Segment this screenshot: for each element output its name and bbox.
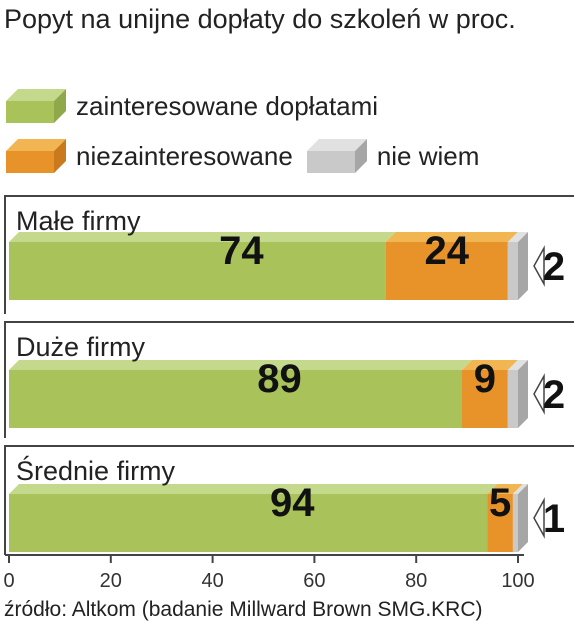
panel-frame [4, 445, 574, 555]
bar-side-nie-wiem [518, 360, 528, 428]
bar-top-zainteresowane-dopłatami [9, 232, 396, 242]
value-label-dont-know: 1 [543, 497, 565, 541]
legend-swatch-dont-know [306, 139, 367, 173]
panel-frame [4, 195, 574, 314]
legend-label-dont-know: nie wiem [376, 140, 480, 171]
legend-item-dont-know: nie wiem [306, 139, 480, 173]
bar-top-zainteresowane-dopłatami [9, 484, 498, 494]
bar-segment-zainteresowane-dopłatami [9, 242, 386, 300]
x-tick-label: 80 [405, 570, 427, 592]
pointer-dont-know [533, 497, 545, 539]
value-label-dont-know: 2 [543, 245, 565, 289]
legend-swatch-interested [6, 89, 66, 123]
bar-top-nie-wiem [507, 360, 528, 370]
legend-label-interested: zainteresowane dopłatami [76, 90, 379, 121]
value-label-not-interested: 24 [424, 229, 469, 273]
bar-top-niezainteresowane [487, 484, 523, 494]
category-label: Małe firmy [16, 206, 141, 236]
bar-top-nie-wiem [512, 484, 528, 494]
bar-segment-zainteresowane-dopłatami [9, 370, 463, 428]
legend-item-not-interested: niezainteresowane [6, 139, 293, 173]
pointer-dont-know [533, 373, 545, 415]
bar-top-niezainteresowane [462, 360, 518, 370]
bar-segment-nie-wiem [512, 494, 518, 552]
bar-side-nie-wiem [518, 484, 528, 552]
bar-side-nie-wiem [518, 232, 528, 300]
value-label-not-interested: 5 [489, 481, 511, 525]
bar-segment-nie-wiem [507, 242, 518, 300]
legend-row-2: niezainteresowane nie wiem [6, 136, 493, 176]
x-tick-label: 20 [100, 570, 122, 592]
bar-segment-niezainteresowane [487, 494, 513, 552]
x-tick-label: 100 [501, 570, 534, 592]
x-tick-label: 40 [201, 570, 223, 592]
chart-title: Popyt na unijne dopłaty do szkoleń w pro… [4, 4, 516, 34]
value-label-interested: 74 [219, 229, 264, 273]
x-tick-label: 0 [3, 570, 14, 592]
bar-top-zainteresowane-dopłatami [9, 360, 473, 370]
value-label-not-interested: 9 [474, 357, 496, 401]
legend-row-1: zainteresowane dopłatami [6, 86, 392, 126]
x-tick-label: 60 [303, 570, 325, 592]
value-label-dont-know: 2 [543, 373, 565, 417]
value-label-interested: 94 [270, 481, 315, 525]
value-label-interested: 89 [257, 357, 302, 401]
bar-top-niezainteresowane [385, 232, 518, 242]
bar-segment-nie-wiem [507, 370, 518, 428]
source-note: źródło: Altkom (badanie Millward Brown S… [4, 598, 483, 621]
category-label: Średnie firmy [16, 454, 176, 486]
legend-swatch-not-interested [6, 139, 66, 173]
bar-segment-niezainteresowane [385, 242, 508, 300]
legend-item-interested: zainteresowane dopłatami [6, 89, 378, 123]
pointer-dont-know [533, 245, 545, 287]
bar-segment-zainteresowane-dopłatami [9, 494, 488, 552]
panel-frame [4, 321, 574, 438]
bar-segment-niezainteresowane [462, 370, 508, 428]
legend-label-not-interested: niezainteresowane [76, 140, 293, 171]
category-label: Duże firmy [16, 332, 146, 362]
bar-top-nie-wiem [507, 232, 528, 242]
